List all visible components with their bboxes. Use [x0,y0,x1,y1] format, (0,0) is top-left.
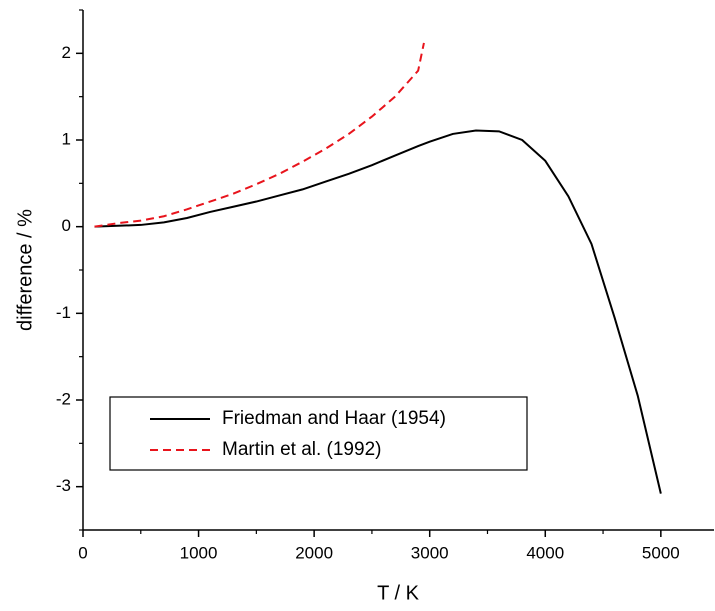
x-tick-label: 1000 [180,543,218,562]
y-axis-label: difference / % [14,209,36,331]
legend-label: Martin et al. (1992) [222,439,381,460]
legend-label: Friedman and Haar (1954) [222,408,446,429]
series-line [94,129,662,494]
y-tick-label: 2 [62,43,71,62]
y-tick-label: 0 [62,216,71,235]
legend-box [109,396,528,471]
x-axis-label: T / K [377,582,420,604]
series-line [94,42,425,228]
x-tick-label: 5000 [642,543,680,562]
x-tick-label: 4000 [526,543,564,562]
x-tick-label: 3000 [411,543,449,562]
x-tick-label: 2000 [295,543,333,562]
y-tick-label: 1 [62,129,71,148]
y-tick-label: -1 [56,303,71,322]
y-tick-label: -3 [56,476,71,495]
y-tick-label: -2 [56,389,71,408]
x-tick-label: 0 [78,543,87,562]
